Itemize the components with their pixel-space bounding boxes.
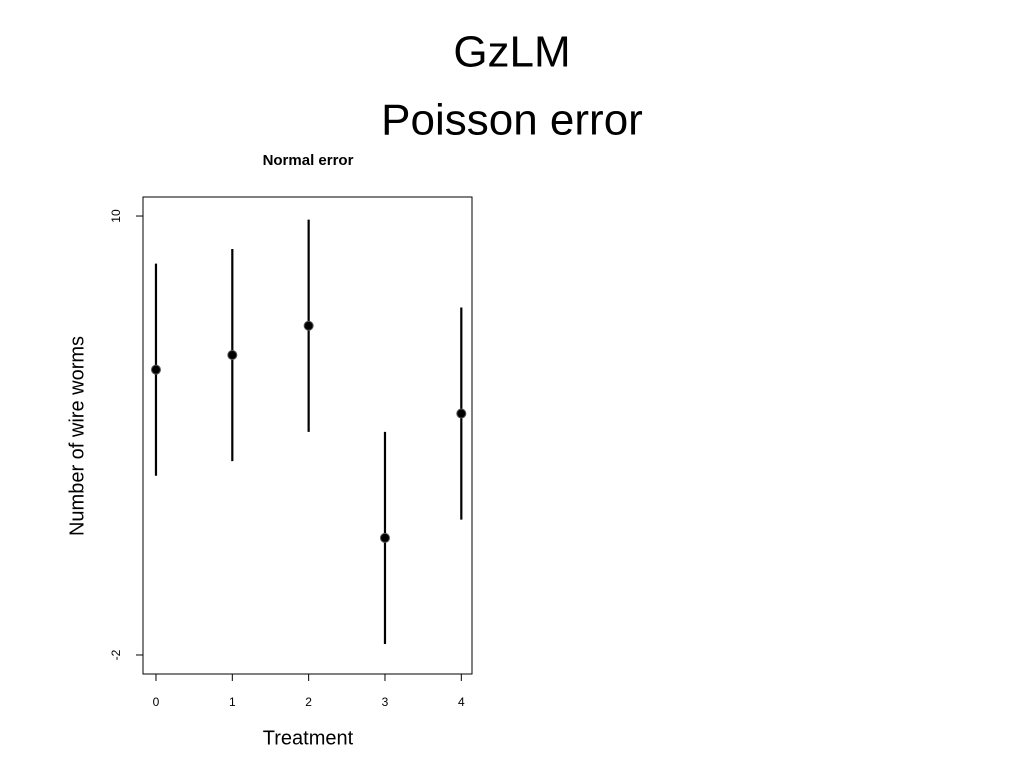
point xyxy=(150,364,161,375)
point xyxy=(456,408,467,419)
y-tick-label: 10 xyxy=(109,209,123,223)
chart-title: Normal error xyxy=(263,152,354,169)
slide-title: GzLM xyxy=(453,28,570,77)
y-tick-label: -2 xyxy=(109,649,123,660)
y-axis-label: Number of wire worms xyxy=(66,336,88,536)
slide-title: Poisson error xyxy=(381,96,643,145)
plot-frame xyxy=(142,196,473,675)
x-tick-label: 2 xyxy=(305,695,312,709)
x-tick-label: 3 xyxy=(382,695,389,709)
point xyxy=(227,350,238,361)
point xyxy=(303,320,314,331)
x-tick-label: 1 xyxy=(229,695,236,709)
x-tick-label: 0 xyxy=(153,695,160,709)
x-axis-label: Treatment xyxy=(263,727,354,749)
point xyxy=(379,532,390,543)
x-tick-label: 4 xyxy=(458,695,465,709)
